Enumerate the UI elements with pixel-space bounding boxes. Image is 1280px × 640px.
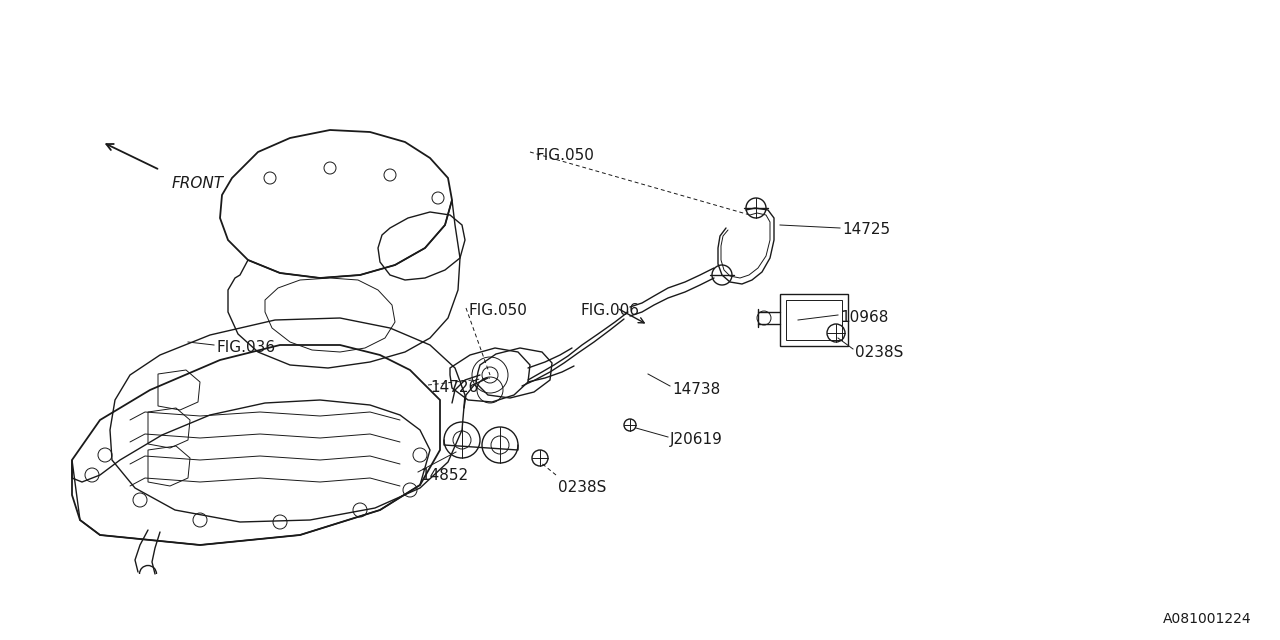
Text: FRONT: FRONT — [172, 176, 224, 191]
Text: 14726: 14726 — [430, 380, 479, 395]
Text: FIG.006: FIG.006 — [580, 303, 639, 318]
Text: 14738: 14738 — [672, 382, 721, 397]
Text: A081001224: A081001224 — [1164, 612, 1252, 626]
Text: 10968: 10968 — [840, 310, 888, 325]
Text: 0238S: 0238S — [855, 345, 904, 360]
Text: J20619: J20619 — [669, 432, 723, 447]
Text: 0238S: 0238S — [558, 480, 607, 495]
Text: FIG.050: FIG.050 — [535, 148, 594, 163]
Text: FIG.036: FIG.036 — [216, 340, 275, 355]
Text: 14852: 14852 — [420, 468, 468, 483]
Text: FIG.050: FIG.050 — [468, 303, 527, 318]
Text: 14725: 14725 — [842, 222, 890, 237]
